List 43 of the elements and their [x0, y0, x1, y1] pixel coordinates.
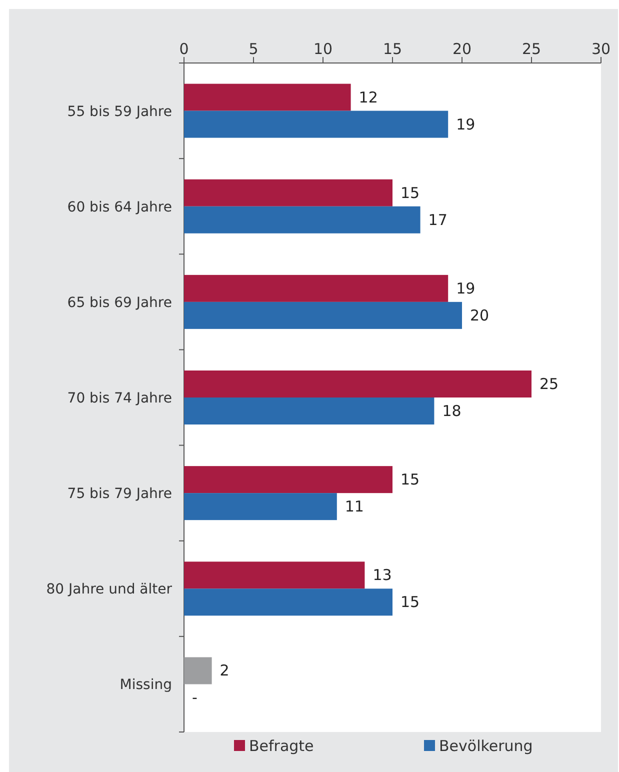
data-label: 18: [442, 402, 462, 420]
y-tick-label: Missing: [120, 677, 172, 694]
data-label: 15: [400, 470, 420, 489]
bar: [184, 84, 351, 111]
data-label: 20: [470, 306, 490, 324]
y-tick-label: 70 bis 74 Jahre: [67, 390, 172, 406]
x-tick-label: 20: [452, 40, 472, 58]
data-label: 11: [344, 498, 364, 516]
data-label: 19: [456, 279, 476, 298]
data-label: 15: [400, 593, 420, 612]
bar: [184, 588, 392, 616]
legend-label: Bevölkerung: [439, 737, 533, 755]
data-label: 19: [456, 115, 476, 134]
bar: [184, 302, 462, 329]
bar: [184, 562, 365, 589]
legend-label: Befragte: [249, 737, 314, 755]
text: -: [192, 688, 198, 707]
y-tick-label: 55 bis 59 Jahre: [67, 104, 172, 120]
bar: [184, 274, 448, 302]
bar: [184, 179, 392, 206]
bar: [184, 657, 212, 684]
bar: [184, 110, 448, 138]
bar: [184, 206, 420, 234]
y-tick-label: 65 bis 69 Jahre: [67, 294, 172, 311]
x-tick-label: 0: [179, 40, 189, 58]
bar: [184, 370, 532, 398]
bar: [184, 398, 434, 424]
x-tick-label: 5: [248, 40, 258, 58]
data-label: 13: [372, 566, 392, 584]
data-label: 2: [220, 662, 230, 680]
bar: [184, 466, 392, 494]
x-tick-label: 10: [313, 40, 333, 58]
y-tick-label: 80 Jahre und älter: [46, 582, 172, 598]
data-label: 25: [540, 375, 559, 393]
x-tick-label: 30: [591, 40, 611, 58]
y-tick-label: 60 bis 64 Jahre: [67, 199, 172, 216]
data-label: 15: [400, 184, 420, 202]
data-label: 17: [428, 210, 448, 229]
y-tick-label: 75 bis 79 Jahre: [67, 486, 172, 502]
x-tick-label: 15: [382, 40, 402, 58]
data-label: 12: [358, 88, 378, 106]
bar: [184, 493, 337, 520]
x-tick-label: 25: [522, 40, 542, 58]
